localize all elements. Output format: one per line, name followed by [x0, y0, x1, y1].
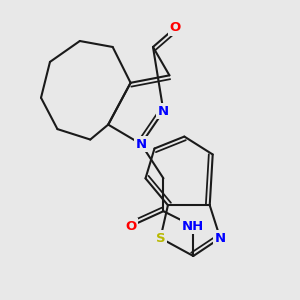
Text: NH: NH	[182, 220, 204, 232]
Text: O: O	[125, 220, 136, 232]
Text: O: O	[170, 21, 181, 34]
Text: N: N	[214, 232, 226, 244]
Text: S: S	[156, 232, 165, 244]
Text: N: N	[136, 137, 147, 151]
Text: N: N	[158, 105, 169, 118]
